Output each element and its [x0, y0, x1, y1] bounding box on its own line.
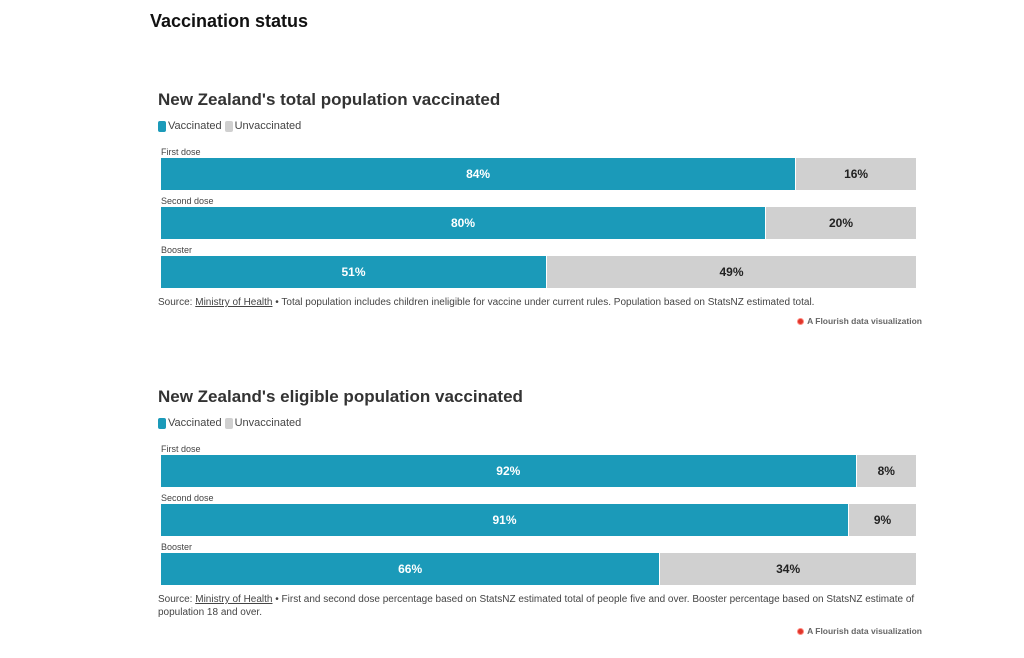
stacked-bar: 92% 8%: [161, 455, 916, 487]
data-label: 16%: [844, 167, 869, 181]
data-label: 80%: [450, 216, 476, 230]
bar-row: Second dose 80% 20%: [161, 196, 916, 245]
bar-segment-unvaccinated[interactable]: 9%: [848, 504, 916, 536]
legend: Vaccinated Unvaccinated: [158, 119, 928, 133]
legend-swatch-unvaccinated: [224, 120, 233, 132]
legend: Vaccinated Unvaccinated: [158, 416, 928, 430]
data-label: 91%: [492, 513, 517, 527]
bar-segment-vaccinated[interactable]: 92%: [161, 455, 856, 487]
legend-swatch-vaccinated: [158, 120, 166, 132]
stacked-bar: 80% 20%: [161, 207, 916, 239]
category-label: Booster: [161, 245, 193, 255]
category-label: Second dose: [161, 493, 214, 503]
bar-segment-unvaccinated[interactable]: 20%: [765, 207, 916, 239]
legend-item-unvaccinated[interactable]: Unvaccinated: [224, 120, 302, 132]
credit-text: A Flourish data visualization: [807, 316, 922, 326]
bar-segment-vaccinated[interactable]: 80%: [161, 207, 765, 239]
bar-row: Second dose 91% 9%: [161, 493, 916, 542]
bar-row: First dose 84% 16%: [161, 147, 916, 196]
source-link-ministry-of-health[interactable]: Ministry of Health: [195, 594, 273, 605]
data-label: 34%: [776, 562, 801, 576]
legend-label: Unvaccinated: [234, 120, 302, 132]
data-label: 20%: [828, 216, 854, 230]
bar-rows: First dose 92% 8% Second dose 91% 9% Booster 66…: [161, 444, 916, 591]
data-label: 92%: [496, 464, 521, 478]
bar-rows: First dose 84% 16% Second dose 80% 20% Booster…: [161, 147, 916, 294]
legend-label: Unvaccinated: [234, 417, 302, 429]
category-label: Booster: [161, 542, 193, 552]
flourish-credit[interactable]: A Flourish data visualization: [158, 626, 928, 636]
flourish-logo-icon: [797, 317, 805, 325]
legend-item-vaccinated[interactable]: Vaccinated: [158, 120, 222, 132]
bar-segment-vaccinated[interactable]: 66%: [161, 553, 660, 585]
stacked-bar: 84% 16%: [161, 158, 916, 190]
page-title: Vaccination status: [150, 11, 309, 31]
category-label: First dose: [161, 444, 201, 454]
bar-row: First dose 92% 8%: [161, 444, 916, 493]
legend-item-unvaccinated[interactable]: Unvaccinated: [224, 417, 302, 429]
stacked-bar: 66% 34%: [161, 553, 916, 585]
flourish-logo-icon: [797, 627, 805, 635]
credit-text: A Flourish data visualization: [807, 626, 922, 636]
category-label: Second dose: [161, 196, 214, 206]
bar-segment-vaccinated[interactable]: 51%: [161, 256, 547, 288]
bar-segment-unvaccinated[interactable]: 34%: [659, 553, 916, 585]
legend-item-vaccinated[interactable]: Vaccinated: [158, 417, 222, 429]
source-note: Source: Ministry of Health • Total popul…: [158, 296, 928, 309]
chart-title: New Zealand's eligible population vaccin…: [158, 387, 523, 406]
data-label: 84%: [466, 167, 491, 181]
data-label: 9%: [873, 513, 892, 527]
source-label: Source:: [158, 594, 196, 605]
data-label: 8%: [877, 464, 895, 478]
legend-swatch-unvaccinated: [224, 417, 233, 429]
bar-segment-unvaccinated[interactable]: 49%: [546, 256, 916, 288]
bar-row: Booster 51% 49%: [161, 245, 916, 294]
legend-label: Vaccinated: [168, 417, 222, 429]
data-label: 51%: [341, 265, 366, 279]
chart-title: New Zealand's total population vaccinate…: [158, 90, 501, 109]
data-label: 66%: [398, 562, 423, 576]
source-link-ministry-of-health[interactable]: Ministry of Health: [195, 297, 273, 308]
flourish-credit[interactable]: A Flourish data visualization: [158, 316, 928, 326]
legend-swatch-vaccinated: [158, 417, 166, 429]
source-text: • First and second dose percentage based…: [158, 594, 915, 618]
bar-segment-vaccinated[interactable]: 84%: [161, 158, 796, 190]
stacked-bar: 91% 9%: [161, 504, 916, 536]
bar-segment-vaccinated[interactable]: 91%: [161, 504, 849, 536]
bar-segment-unvaccinated[interactable]: 8%: [855, 455, 916, 487]
bar-segment-unvaccinated[interactable]: 16%: [795, 158, 916, 190]
stacked-bar: 51% 49%: [161, 256, 916, 288]
bar-row: Booster 66% 34%: [161, 542, 916, 591]
legend-label: Vaccinated: [168, 120, 222, 132]
data-label: 49%: [719, 265, 744, 279]
chart-eligible-population: New Zealand's eligible population vaccin…: [158, 386, 928, 636]
category-label: First dose: [161, 147, 201, 157]
source-text: • Total population includes children ine…: [272, 297, 815, 308]
source-label: Source:: [158, 297, 196, 308]
source-note: Source: Ministry of Health • First and s…: [158, 593, 928, 619]
chart-total-population: New Zealand's total population vaccinate…: [158, 89, 928, 326]
